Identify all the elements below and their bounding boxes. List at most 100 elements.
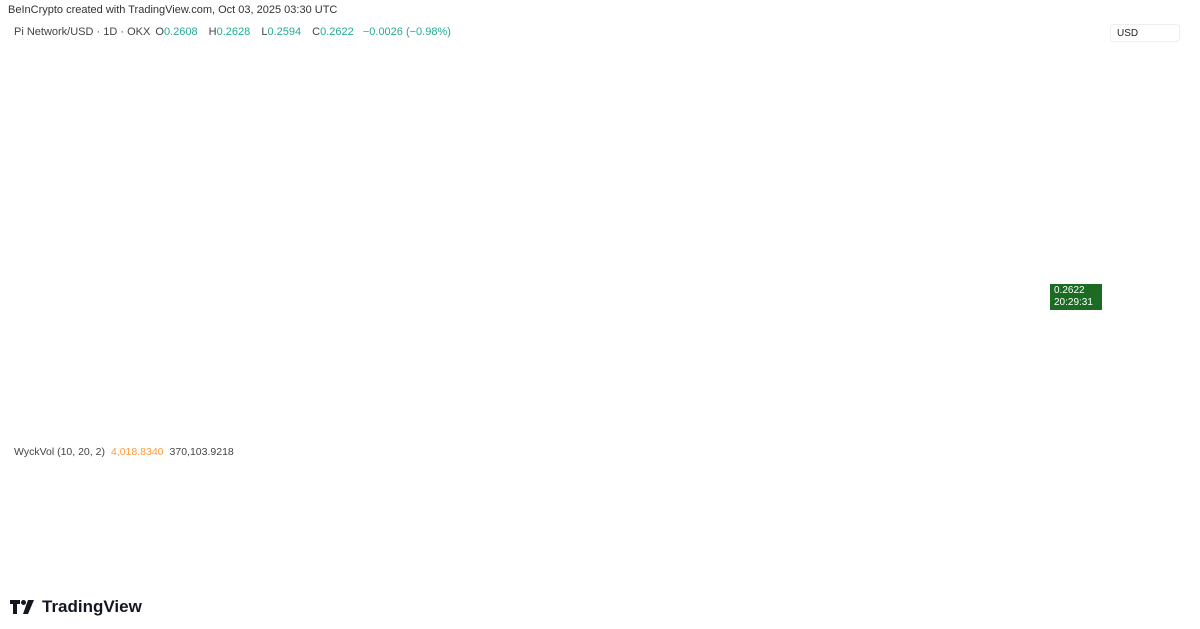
us-flag-event-icon[interactable] <box>1058 420 1074 436</box>
volume-indicator-legend[interactable]: WyckVol (10, 20, 2) 4,018.8340 370,103.921… <box>14 446 234 458</box>
symbol-legend: Pi Network/USD · 1D · OKX O0.2608 H0.262… <box>14 26 457 38</box>
volume-bar <box>749 546 758 552</box>
candle-up <box>379 177 387 185</box>
candle-body <box>86 105 94 113</box>
volume-bar <box>1042 521 1051 552</box>
annotation-circle-aug-price[interactable] <box>493 62 687 256</box>
candle-up <box>887 219 895 230</box>
volume-bar <box>973 526 982 552</box>
candle-up <box>749 224 757 241</box>
candle-body <box>439 160 447 178</box>
volume-bar <box>197 530 206 552</box>
candle-body <box>749 228 757 240</box>
candle-body <box>155 141 163 144</box>
volume-bar <box>904 524 913 552</box>
open-label: O <box>155 26 164 38</box>
low-value: 0.2594 <box>267 26 302 38</box>
close-label: C <box>312 26 321 38</box>
volume-bar <box>137 546 146 552</box>
candle-up <box>913 227 921 233</box>
candle-up <box>413 178 421 184</box>
candle-body <box>301 170 309 175</box>
candle-up <box>34 107 42 114</box>
volume-bar <box>542 539 551 552</box>
lightning-event-icon[interactable] <box>1058 402 1074 418</box>
tradingview-logo[interactable]: TradingView <box>10 597 142 617</box>
candle-body <box>51 103 59 107</box>
time-axis-label: 16 <box>644 570 656 582</box>
volume-bar <box>689 548 697 552</box>
candle-body <box>344 168 352 172</box>
currency-selector[interactable]: USD <box>1110 24 1180 42</box>
annotation-circle-sep-price[interactable] <box>854 180 930 256</box>
time-axis[interactable]: 6 11 16 21 26 Jul 6 11 16 21 26 Aug 6 11 16 21 26 Sep 6 11 1… <box>35 570 1093 582</box>
candles <box>8 95 1068 373</box>
volume-bar <box>663 546 672 552</box>
us-flag-event-icon-partial[interactable] <box>1098 420 1115 436</box>
time-axis-label: 6 <box>561 570 567 582</box>
candle-up <box>396 178 404 184</box>
candle-down <box>758 227 766 232</box>
candle-up <box>258 156 266 168</box>
candle-body <box>534 228 542 232</box>
candle-body <box>551 228 559 238</box>
candle-body <box>146 140 154 143</box>
candle-body <box>646 213 654 216</box>
candle-down <box>241 142 249 155</box>
candle-body <box>586 189 594 219</box>
candle-down <box>172 147 180 166</box>
candle-body <box>999 289 1007 295</box>
candle-up <box>1042 278 1050 297</box>
price-axis-label: 0.3400 <box>1116 235 1148 247</box>
annotation-circle-sep-volume[interactable] <box>838 452 946 558</box>
candle-down <box>301 168 309 176</box>
candle-body <box>827 236 835 241</box>
volume-axis-label: 800,000.0000 <box>1116 487 1180 499</box>
candle-body <box>818 236 826 239</box>
symbol-title[interactable]: Pi Network/USD · 1D · OKX <box>14 26 151 38</box>
time-axis-label: 21 <box>687 570 699 582</box>
candle-body <box>310 173 318 175</box>
candle-down <box>336 144 344 171</box>
price-axis[interactable]: 0.8000 0.7000 0.6000 0.5000 0.4400 0.3800 0.34… <box>1116 50 1148 429</box>
volume-bar <box>714 537 723 552</box>
candle-body <box>603 207 611 209</box>
volume-bar <box>85 548 94 552</box>
candle-body <box>137 135 145 142</box>
price-axis-label: 0.8000 <box>1116 50 1148 62</box>
volume-bar <box>508 546 516 552</box>
candle-body <box>1025 289 1033 293</box>
volume-bar <box>447 546 456 552</box>
high-value: 0.2628 <box>216 26 251 38</box>
volume-bar <box>1033 521 1042 552</box>
candle-body <box>361 170 369 174</box>
volume-bar <box>309 548 318 552</box>
candle-down <box>224 127 232 147</box>
volume-bar <box>706 545 715 552</box>
volume-axis[interactable]: 1,200,000.0000 800,000.0000 400,000.0000 0.… <box>1116 457 1189 559</box>
candle-up <box>292 169 300 183</box>
candle-down <box>870 236 878 241</box>
volume-axis-label: 1,200,000.0000 <box>1116 457 1189 469</box>
volume-bar <box>1051 525 1059 552</box>
candle-down <box>723 234 731 245</box>
candle-body <box>629 205 637 218</box>
volume-bar <box>266 546 275 552</box>
candle-down <box>1034 290 1042 303</box>
candle-body <box>189 138 197 142</box>
candle-body <box>792 237 800 240</box>
candle-up <box>327 152 335 172</box>
candle-body <box>930 228 938 231</box>
volume-bar <box>964 450 973 552</box>
open-value: 0.2608 <box>163 26 198 38</box>
annotation-circle-aug-volume[interactable] <box>542 475 622 555</box>
candle-body <box>775 210 783 229</box>
time-axis-label: Oct <box>1038 570 1056 582</box>
candle-down <box>206 105 214 135</box>
candle-down <box>111 108 119 120</box>
candle-body <box>379 180 387 183</box>
volume-bar <box>154 546 163 552</box>
time-axis-label: Sep <box>778 570 797 582</box>
volume-bar <box>94 522 103 552</box>
